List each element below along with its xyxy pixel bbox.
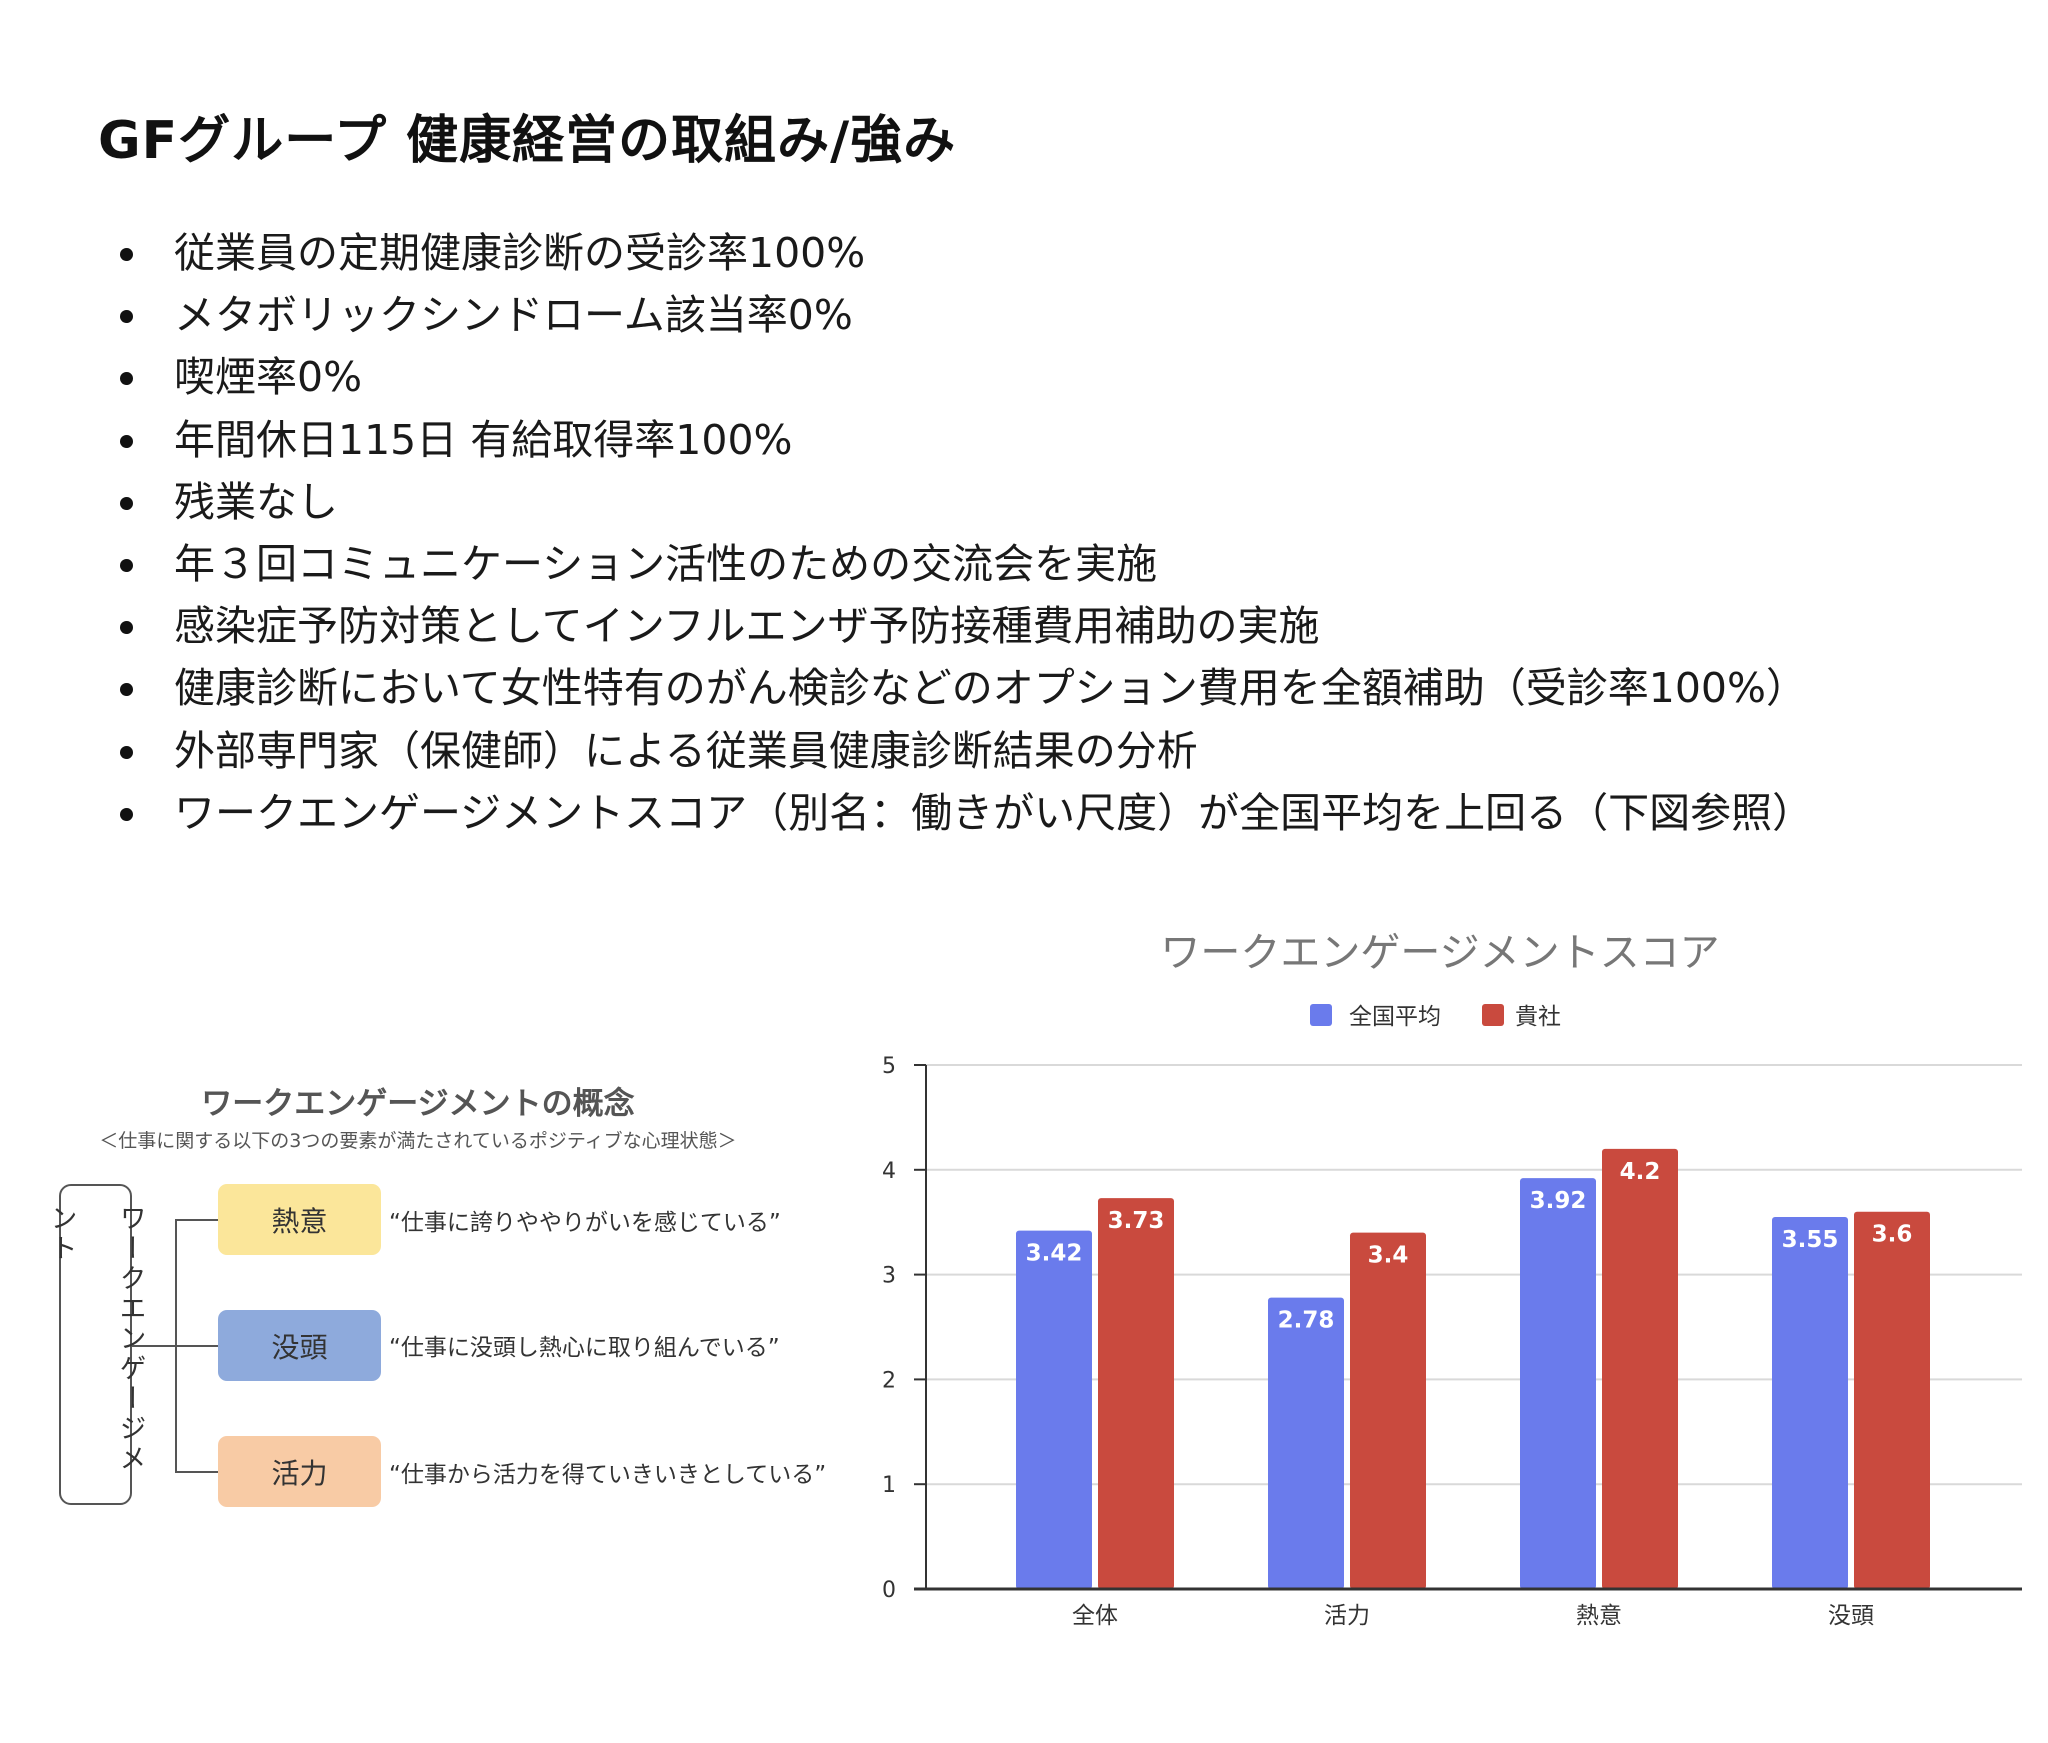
bar-貴社-活力 [1350, 1232, 1426, 1589]
element-box-netsui: 熱意 [218, 1184, 381, 1255]
data-label: 2.78 [1278, 1308, 1335, 1334]
bar-貴社-没頭 [1854, 1211, 1930, 1589]
y-tick-label: 1 [882, 1473, 896, 1498]
data-label: 3.6 [1872, 1222, 1913, 1248]
bullet-item: 年間休日115日 有給取得率100% [120, 409, 1813, 471]
diagram-title: ワークエンゲージメントの概念 [201, 1086, 635, 1122]
bullet-item: 従業員の定期健康診断の受診率100% [120, 222, 1813, 284]
bullet-item: 健康診断において女性特有のがん検診などのオプション費用を全額補助（受診率100%… [120, 657, 1813, 719]
legend-swatch [1310, 1004, 1332, 1026]
y-tick-label: 4 [882, 1159, 896, 1184]
connector-line [175, 1219, 218, 1221]
bullet-item: メタボリックシンドローム該当率0% [120, 284, 1813, 346]
y-tick-label: 2 [882, 1368, 896, 1393]
data-label: 3.4 [1368, 1243, 1409, 1269]
bar-全国平均-没頭 [1772, 1216, 1848, 1589]
bullet-item: 年３回コミュニケーション活性のための交流会を実施 [120, 533, 1813, 595]
data-label: 4.2 [1620, 1159, 1661, 1185]
element-quote: “仕事に没頭し熱心に取り組んでいる” [389, 1335, 780, 1361]
page-title: GFグループ 健康経営の取組み/強み [98, 111, 957, 171]
y-tick-label: 3 [882, 1264, 896, 1289]
bullet-item: 感染症予防対策としてインフルエンザ予防接種費用補助の実施 [120, 595, 1813, 657]
bar-貴社-熱意 [1602, 1148, 1678, 1589]
bar-貴社-全体 [1098, 1198, 1174, 1589]
connector-line [132, 1345, 176, 1347]
legend-label: 貴社 [1515, 1004, 1561, 1030]
bullet-item: 喫煙率0% [120, 346, 1813, 408]
y-tick-label: 5 [882, 1054, 896, 1079]
bar-全国平均-全体 [1016, 1230, 1092, 1589]
x-tick-label: 活力 [1324, 1603, 1370, 1629]
data-label: 3.92 [1530, 1188, 1587, 1214]
x-tick-label: 全体 [1072, 1603, 1118, 1629]
bullet-list: 従業員の定期健康診断の受診率100% メタボリックシンドローム該当率0% 喫煙率… [120, 222, 1813, 844]
element-quote: “仕事に誇りややりがいを感じている” [389, 1210, 781, 1236]
connector-line [175, 1471, 218, 1473]
element-box-bottou: 没頭 [218, 1310, 381, 1381]
connector-line [175, 1345, 218, 1347]
x-tick-label: 熱意 [1576, 1603, 1622, 1629]
bullet-item: 残業なし [120, 471, 1813, 533]
y-tick-label: 0 [882, 1578, 896, 1603]
legend-label: 全国平均 [1349, 1004, 1441, 1030]
element-quote: “仕事から活力を得ていきいきとしている” [389, 1462, 827, 1488]
diagram-subtitle: ＜仕事に関する以下の3つの要素が満たされているポジティブな心理状態＞ [99, 1130, 737, 1152]
legend-swatch [1482, 1004, 1504, 1026]
chart-title: ワークエンゲージメントスコア [1160, 930, 1719, 976]
data-label: 3.73 [1108, 1208, 1165, 1234]
bullet-item: 外部専門家（保健師）による従業員健康診断結果の分析 [120, 720, 1813, 782]
data-label: 3.55 [1782, 1227, 1839, 1253]
element-box-katsuryoku: 活力 [218, 1436, 381, 1507]
data-label: 3.42 [1026, 1241, 1083, 1267]
bullet-item: ワークエンゲージメントスコア（別名：働きがい尺度）が全国平均を上回る（下図参照） [120, 782, 1813, 844]
x-tick-label: 没頭 [1828, 1603, 1874, 1629]
bar-全国平均-活力 [1268, 1297, 1344, 1589]
bar-全国平均-熱意 [1520, 1178, 1596, 1589]
